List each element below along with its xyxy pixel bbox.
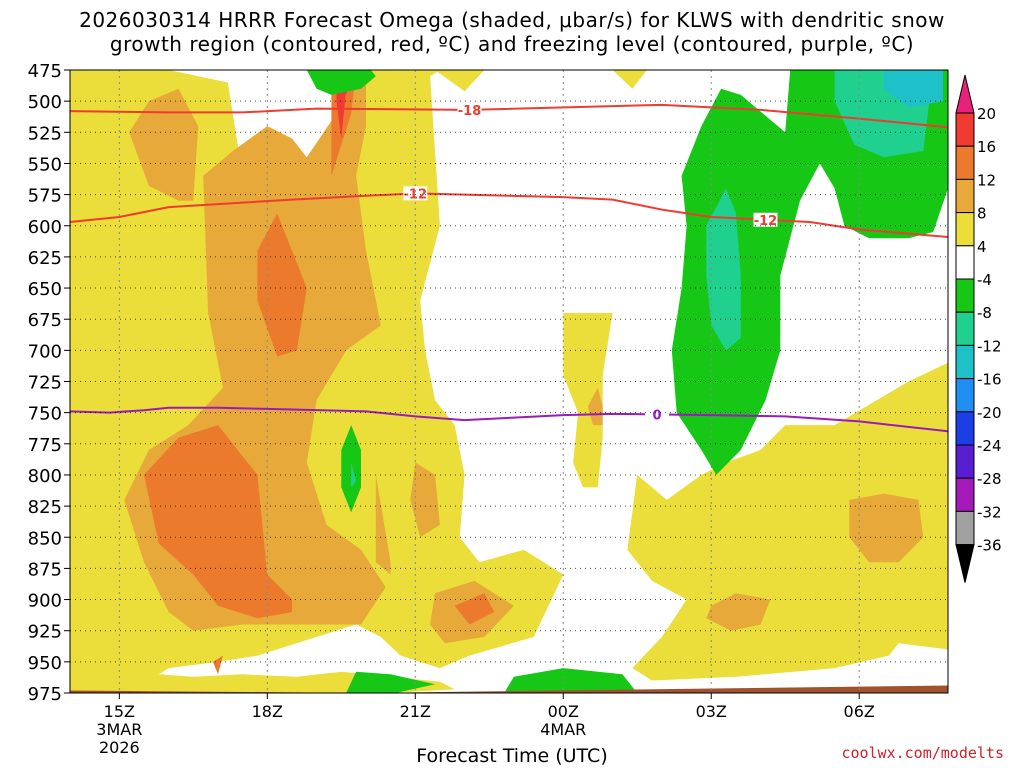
colorbar-segment [955,145,975,180]
colorbar-label: -8 [977,304,992,322]
y-tick-label: 475 [28,61,62,82]
colorbar-label: 20 [977,105,996,123]
y-tick-label: 800 [28,466,62,487]
omega-region-neg12-0 [883,70,944,108]
y-tick-label: 950 [28,653,62,674]
omega-region-neg8-2 [351,462,357,488]
omega-region-4-3 [627,362,948,681]
colorbar-label: -32 [977,503,1002,521]
colorbar-label: 16 [977,138,996,156]
colorbar-segment [955,311,975,346]
contour-label: -18 [458,104,482,119]
x-tick-label: 00Z [548,702,579,721]
contour-label: -12 [754,214,778,229]
colorbar-label: -12 [977,337,1002,355]
x-axis-label: Forecast Time (UTC) [416,745,608,767]
colorbar-label: -28 [977,470,1002,488]
y-tick-label: 825 [28,497,62,518]
colorbar-segment [955,378,975,413]
contour-line-3 [70,406,948,433]
contour-lines: -18-12-120 [70,102,948,433]
source-credit: coolwx.com/modelts [841,744,1004,762]
x-tick-label: 21Z [400,702,431,721]
omega-region-8-3 [410,462,440,538]
y-tick-label: 500 [28,92,62,113]
y-tick-label: 700 [28,341,62,362]
y-tick-label: 975 [28,684,62,705]
colorbar-segment [955,245,975,280]
y-tick-label: 675 [28,310,62,331]
colorbar-segment [955,74,975,114]
colorbar-label: -16 [977,371,1002,389]
contour-line-0 [70,103,948,129]
omega-region-4-4 [612,70,648,89]
contour-line-1 [70,192,948,238]
y-tick-label: 850 [28,528,62,549]
y-tick-label: 875 [28,559,62,580]
omega-region-12-1 [257,213,307,357]
colorbar-segment [955,344,975,380]
omega-region-neg8-0 [706,188,741,351]
colorbar-segment [955,178,975,214]
omega-region-12-2 [144,425,292,619]
colorbar-segment [955,411,975,446]
y-tick-label: 525 [28,123,62,144]
colorbar-label: -24 [977,437,1002,455]
colorbar-segment [955,544,975,583]
y-tick-label: 725 [28,373,62,394]
omega-region-8-0 [129,88,199,201]
y-tick-label: 650 [28,279,62,300]
chart-title-line1: 2026030314 HRRR Forecast Omega (shaded, … [79,8,945,32]
omega-region-8-7 [706,593,771,631]
colorbar-label: -36 [977,537,1002,555]
omega-region-8-5 [587,387,603,426]
colorbar-segment [955,444,975,479]
x-tick-sublabel: 2026 [99,738,140,757]
omega-region-4-5 [435,70,485,92]
omega-region-neg4-1 [341,425,361,513]
colorbar-label: 12 [977,171,996,189]
y-tick-label: 600 [28,217,62,238]
colorbar-segment [955,510,975,546]
omega-region-8-2 [375,474,391,575]
colorbar-label: -20 [977,404,1002,422]
x-tick-label: 03Z [696,702,727,721]
omega-region-neg4-2 [671,70,948,475]
y-tick-label: 575 [28,186,62,207]
y-tick-label: 775 [28,435,62,456]
x-tick-label: 06Z [844,702,875,721]
colorbar-segment [955,278,975,313]
x-tick-sublabel: 4MAR [540,720,586,739]
chart-title-line2: growth region (contoured, red, ºC) and f… [109,32,915,56]
colorbar-segment [955,112,975,147]
omega-region-12-4 [213,655,223,675]
omega-region-neg4-3 [346,671,435,693]
x-tick-label: 18Z [252,702,283,721]
colorbar-segment [955,212,975,247]
colorbar-label: -4 [977,271,992,289]
colorbar-label: 8 [977,205,987,223]
colorbar-label: 4 [977,238,987,256]
omega-region-12-3 [454,593,495,625]
x-tick-label: 15Z [104,702,135,721]
colorbar-segment [955,477,975,512]
y-tick-label: 550 [28,154,62,175]
x-tick-sublabel: 3MAR [96,720,142,739]
omega-region-8-6 [849,493,924,563]
contour-label: 0 [652,408,661,423]
y-tick-label: 750 [28,404,62,425]
omega-region-neg4-0 [306,70,376,95]
ground-terrain [70,685,948,693]
omega-region-neg4-4 [504,668,638,693]
y-tick-label: 625 [28,248,62,269]
y-tick-label: 900 [28,591,62,612]
y-tick-label: 925 [28,622,62,643]
